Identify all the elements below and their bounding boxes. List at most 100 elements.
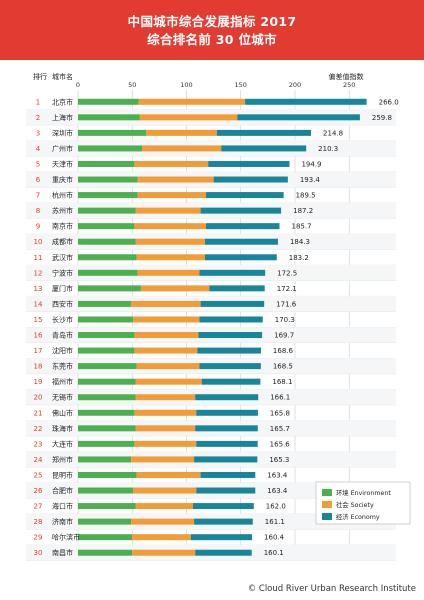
total-value-label: 184.3 (290, 238, 310, 246)
rank-label: 16 (34, 332, 43, 340)
city-label: 海口市 (52, 502, 73, 511)
bar-segment-society (137, 192, 207, 199)
legend-swatch (322, 489, 332, 496)
bar-segment-economy (199, 363, 261, 370)
rank-label: 28 (34, 518, 43, 526)
bar-segment-society (134, 332, 199, 339)
city-label: 成都市 (52, 237, 73, 246)
bar-segment-economy (204, 254, 277, 261)
bar-segment-economy (197, 347, 261, 354)
bar-segment-society (135, 378, 202, 385)
bar-segment-society (139, 114, 238, 121)
total-value-label: 160.4 (264, 534, 285, 542)
city-label: 福州市 (52, 377, 73, 386)
bar-segment-economy (201, 378, 261, 385)
labels-layer: 排行 城市名 偏差值指数 0 50 100 150 200 250 1 北京市 266.0 2 上海市 25… (33, 72, 399, 557)
bar-segment-society (140, 285, 210, 292)
rank-label: 4 (36, 145, 41, 153)
bar-segment-environment (78, 425, 136, 432)
bar-segment-society (131, 300, 201, 307)
total-value-label: 172.5 (277, 269, 297, 277)
bar-segment-environment (78, 207, 136, 214)
bar-segment-environment (78, 114, 140, 121)
bar-segment-environment (78, 300, 132, 307)
bar-segment-environment (78, 238, 136, 245)
city-label: 无锡市 (52, 393, 73, 402)
rank-label: 14 (34, 300, 43, 308)
bar-segment-society (134, 223, 207, 230)
total-value-label: 183.2 (289, 254, 309, 262)
city-label: 大连市 (52, 439, 73, 448)
bar-segment-environment (78, 409, 135, 416)
city-label: 上海市 (52, 113, 73, 122)
rank-label: 18 (34, 363, 43, 371)
total-column-header: 偏差值指数 (329, 72, 364, 81)
city-label: 深圳市 (52, 128, 73, 137)
legend-swatch (322, 513, 332, 520)
bar-segment-society (133, 487, 197, 494)
bar-segment-society (142, 145, 222, 152)
city-label: 南昌市 (52, 548, 73, 557)
bar-segment-economy (206, 223, 280, 230)
bar-segment-society (131, 456, 195, 463)
rank-label: 26 (34, 487, 43, 495)
bar-segment-economy (206, 192, 284, 199)
total-value-label: 187.2 (293, 207, 313, 215)
total-value-label: 165.6 (270, 440, 291, 448)
total-value-label: 165.8 (270, 409, 290, 417)
bar-segment-environment (78, 285, 141, 292)
bar-segment-economy (208, 160, 290, 167)
chart-title: 中国城市综合发展指标 2017 (127, 14, 297, 29)
city-label: 武汉市 (52, 253, 73, 262)
total-value-label: 166.1 (270, 394, 290, 402)
bar-segment-environment (78, 98, 139, 105)
city-label: 杭州市 (52, 191, 73, 200)
legend-label: 经济 Economy (336, 512, 380, 521)
bar-segment-society (134, 160, 209, 167)
rank-label: 27 (34, 503, 43, 511)
rank-label: 5 (36, 160, 40, 168)
bar-segment-environment (78, 456, 132, 463)
city-label: 宁波市 (52, 268, 73, 277)
rank-label: 30 (34, 549, 43, 557)
rank-label: 3 (36, 129, 40, 137)
total-value-label: 160.1 (264, 549, 284, 557)
rank-label: 21 (34, 409, 43, 417)
bar-segment-society (131, 518, 195, 525)
total-value-label: 172.1 (277, 285, 297, 293)
bar-segment-environment (78, 316, 134, 323)
city-label: 合肥市 (52, 486, 73, 495)
bar-segment-environment (78, 487, 134, 494)
total-value-label: 214.8 (323, 129, 343, 137)
bar-segment-environment (78, 534, 133, 541)
rank-label: 12 (34, 269, 43, 277)
chart-subtitle: 综合排名前 30 位城市 (147, 32, 277, 47)
bar-segment-society (132, 534, 191, 541)
total-value-label: 169.7 (274, 332, 294, 340)
rank-column-header: 排行 (33, 72, 47, 81)
bar-segment-economy (199, 316, 263, 323)
rank-label: 24 (34, 456, 43, 464)
bar-segment-economy (237, 114, 360, 121)
bar-segment-economy (195, 549, 252, 556)
total-value-label: 266.0 (379, 98, 399, 106)
x-tick-label: 100 (180, 81, 192, 89)
footer-credit: © Cloud River Urban Research Institute (247, 584, 416, 594)
bar-segment-economy (194, 456, 258, 463)
city-label: 广州市 (52, 144, 73, 153)
rank-label: 1 (36, 98, 40, 106)
bar-segment-society (135, 425, 196, 432)
x-tick-label: 250 (343, 81, 355, 89)
bar-segment-economy (198, 332, 263, 339)
x-tick-label: 200 (289, 81, 301, 89)
city-label: 长沙市 (52, 315, 73, 324)
x-tick-label: 0 (76, 81, 80, 89)
city-label: 天津市 (52, 159, 73, 168)
city-label: 昆明市 (52, 470, 73, 479)
city-label: 北京市 (52, 97, 73, 106)
bar-segment-environment (78, 549, 133, 556)
bar-segment-economy (190, 534, 253, 541)
bar-segment-environment (78, 129, 147, 136)
title-banner: 中国城市综合发展指标 2017 综合排名前 30 位城市 (0, 0, 424, 60)
bar-segment-economy (216, 129, 312, 136)
